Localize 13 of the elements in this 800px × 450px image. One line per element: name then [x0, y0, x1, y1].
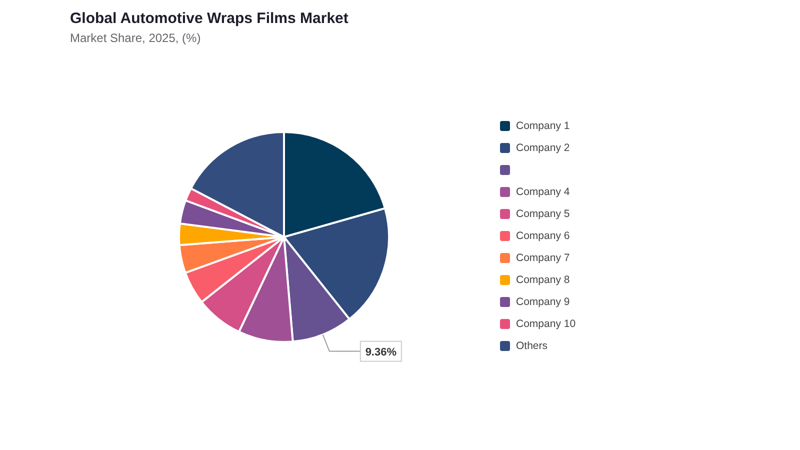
legend-label: Company 9 — [516, 296, 570, 308]
legend-label: Company 10 — [516, 318, 576, 330]
legend-label: Company 6 — [516, 230, 570, 242]
data-label: 9.36% — [365, 346, 397, 358]
legend-label: Company 2 — [516, 142, 570, 154]
legend-label: Others — [516, 340, 548, 352]
chart-subtitle: Market Share, 2025, (%) — [70, 31, 201, 45]
legend-label: Company 8 — [516, 274, 570, 286]
chart-title: Global Automotive Wraps Films Market — [70, 10, 348, 27]
legend-label: Company 4 — [516, 186, 570, 198]
legend-label: Company 7 — [516, 252, 570, 264]
legend-label: Company 1 — [516, 120, 570, 132]
legend-label: Company 5 — [516, 208, 570, 220]
